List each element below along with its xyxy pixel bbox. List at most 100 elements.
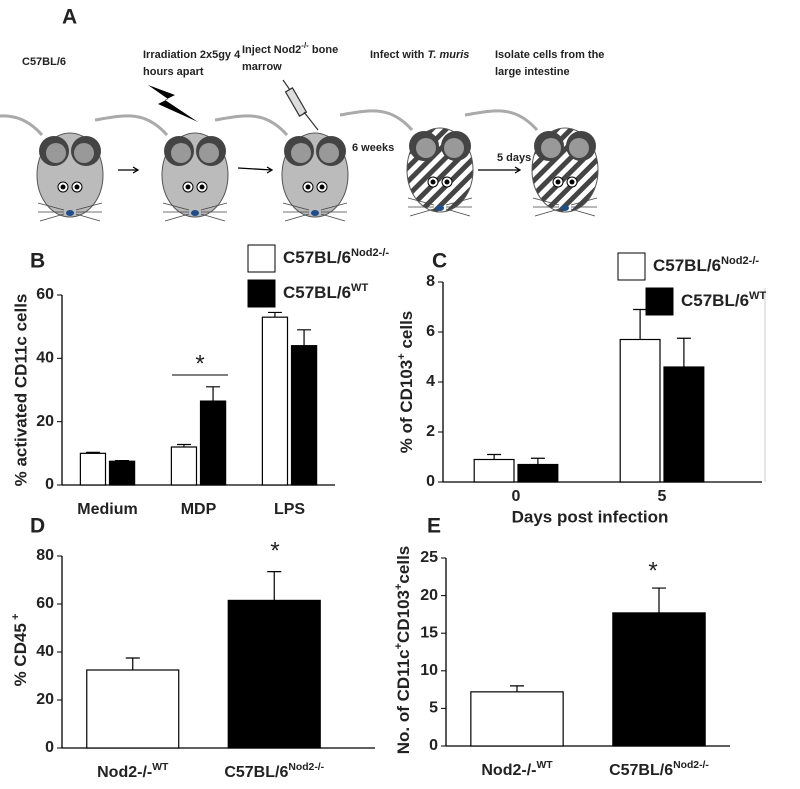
bar [470, 691, 564, 747]
bar [619, 338, 661, 483]
mouse-infected [338, 109, 475, 218]
bar [79, 452, 107, 486]
mouse-infected [463, 109, 600, 218]
y-axis-label: % of CD103+ cells [396, 311, 417, 454]
step-text: Isolate cells from the [495, 49, 604, 61]
step-text: Irradiation 2x5gy 4 [143, 49, 241, 61]
text-part: + [10, 614, 22, 624]
text-part: Nod2-/- [97, 764, 152, 781]
bar [170, 446, 198, 486]
text-part: WT [351, 282, 368, 294]
text-part: T. muris [427, 49, 469, 61]
arrows [118, 166, 522, 174]
error-bar [297, 329, 312, 346]
legend-label: C57BL/6Nod2-/- [283, 247, 389, 268]
y-tick-label: 0 [426, 473, 435, 490]
interval-text: 6 weeks [352, 142, 394, 154]
x-tick-label: C57BL/6Nod2-/- [224, 762, 324, 781]
error-bar [267, 311, 282, 318]
bar [86, 669, 180, 749]
text-part: C57BL/6 [283, 283, 351, 302]
interval-text: 5 days [497, 152, 531, 164]
legend-swatch [247, 279, 276, 308]
legend-swatch [645, 287, 674, 316]
syringe [282, 79, 319, 131]
y-tick-label: 60 [36, 595, 54, 612]
step-text: large intestine [495, 66, 570, 78]
text-part: C57BL/6 [609, 762, 673, 779]
error-bar [125, 657, 140, 670]
error-bar [510, 685, 524, 692]
text-part: + [393, 643, 405, 649]
bar [612, 612, 706, 747]
step-text: Infect with T. muris [370, 49, 469, 61]
error-bar [206, 386, 221, 402]
text-part: WT [536, 760, 553, 771]
text-part: + [396, 353, 408, 359]
panel-label: D [30, 515, 45, 538]
error-bar [530, 457, 545, 465]
text-part: Inject Nod2 [242, 44, 301, 56]
step-text: marrow [242, 61, 282, 73]
error-bar [115, 460, 130, 462]
x-tick-label: LPS [274, 501, 305, 518]
bar [199, 400, 227, 486]
y-tick-label: 4 [426, 373, 435, 390]
y-axis-label: No. of CD11c+CD103+cells [393, 546, 414, 755]
bar [517, 463, 559, 483]
panel-label: C [432, 250, 447, 273]
y-tick-label: 10 [420, 662, 438, 679]
error-bar [487, 453, 502, 460]
x-tick-label: Medium [77, 501, 137, 518]
text-part: WT [749, 290, 766, 302]
legend-label: C57BL/6WT [283, 282, 368, 303]
y-tick-label: 0 [45, 739, 54, 756]
text-part: cells [397, 311, 416, 354]
y-tick-label: 2 [426, 423, 435, 440]
y-tick-label: 60 [36, 286, 54, 303]
x-tick-label: C57BL/6Nod2-/- [609, 760, 709, 779]
x-tick-label: Nod2-/-WT [481, 760, 553, 779]
text-part: CD103 [394, 590, 413, 643]
y-tick-label: 20 [420, 587, 438, 604]
text-part: % of CD103 [397, 360, 416, 454]
error-bar [676, 337, 691, 367]
text-part: C57BL/6 [224, 764, 288, 781]
bar [261, 316, 289, 486]
y-tick-label: 0 [429, 737, 438, 754]
error-bar [267, 571, 282, 601]
error-bar [85, 451, 100, 454]
mouse [213, 114, 350, 223]
bar [108, 460, 136, 486]
significance: * [270, 537, 279, 564]
y-tick-label: 80 [36, 547, 54, 564]
text-part: Infect with [370, 49, 427, 61]
y-tick-label: 20 [36, 691, 54, 708]
bar [227, 599, 321, 749]
text-part: Nod2-/- [673, 760, 709, 771]
significance: * [648, 557, 657, 584]
legend-swatch [247, 244, 276, 273]
significance: * [195, 350, 204, 377]
text-part: cells [394, 546, 413, 584]
error-bar [633, 308, 648, 340]
lightning [148, 85, 198, 122]
x-axis-label: Days post infection [512, 507, 669, 526]
y-tick-label: 8 [426, 273, 435, 290]
text-part: Nod2-/- [721, 255, 759, 267]
legend-label: C57BL/6WT [681, 290, 766, 311]
text-part: + [393, 584, 405, 590]
error-bar [652, 587, 666, 613]
y-tick-label: 20 [36, 413, 54, 430]
legend-swatch [617, 252, 646, 281]
text-part: WT [152, 762, 169, 773]
y-tick-label: 40 [36, 643, 54, 660]
x-tick-label: 0 [512, 488, 521, 505]
mouse [93, 114, 230, 223]
y-tick-label: 25 [420, 549, 438, 566]
panel-label: B [30, 250, 45, 273]
text-part: Nod2-/- [481, 762, 536, 779]
y-tick-label: 15 [420, 624, 438, 641]
text-part: No. of CD11c [394, 649, 413, 754]
